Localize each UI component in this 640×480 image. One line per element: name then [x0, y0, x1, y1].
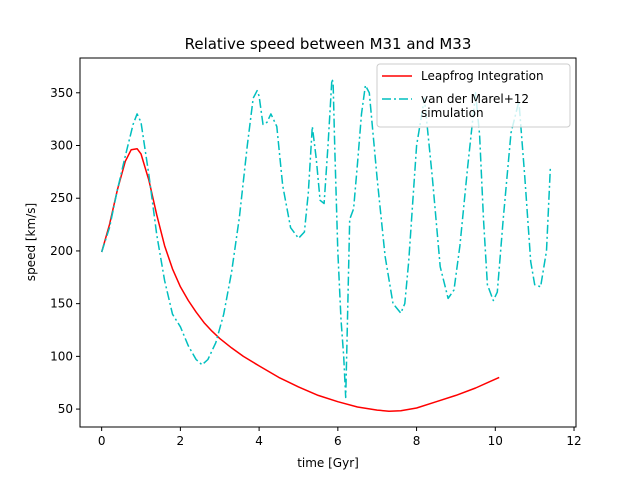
- y-tick-label: 200: [50, 244, 73, 258]
- x-tick-label: 12: [566, 434, 581, 448]
- y-tick-label: 350: [50, 86, 73, 100]
- chart-title: Relative speed between M31 and M33: [185, 35, 472, 53]
- x-tick-label: 10: [488, 434, 503, 448]
- y-tick-label: 50: [58, 402, 73, 416]
- y-axis-label: speed [km/s]: [24, 203, 38, 281]
- x-tick-label: 4: [255, 434, 263, 448]
- y-tick-label: 300: [50, 139, 73, 153]
- x-tick-label: 0: [98, 434, 106, 448]
- legend-label-vandermarel: van der Marel+12 simulation: [421, 92, 533, 120]
- x-axis-label: time [Gyr]: [297, 456, 359, 470]
- y-tick-label: 150: [50, 297, 73, 311]
- plot-frame: [79, 57, 577, 428]
- x-tick-label: 6: [334, 434, 342, 448]
- y-tick-label: 250: [50, 191, 73, 205]
- y-tick-label: 100: [50, 349, 73, 363]
- x-tick-label: 8: [413, 434, 421, 448]
- series-line-leapfrog: [100, 147, 500, 412]
- legend: Leapfrog Integration van der Marel+12 si…: [376, 63, 571, 128]
- legend-label-leapfrog: Leapfrog Integration: [421, 69, 544, 83]
- legend-box: [376, 63, 571, 128]
- x-tick-label: 2: [177, 434, 185, 448]
